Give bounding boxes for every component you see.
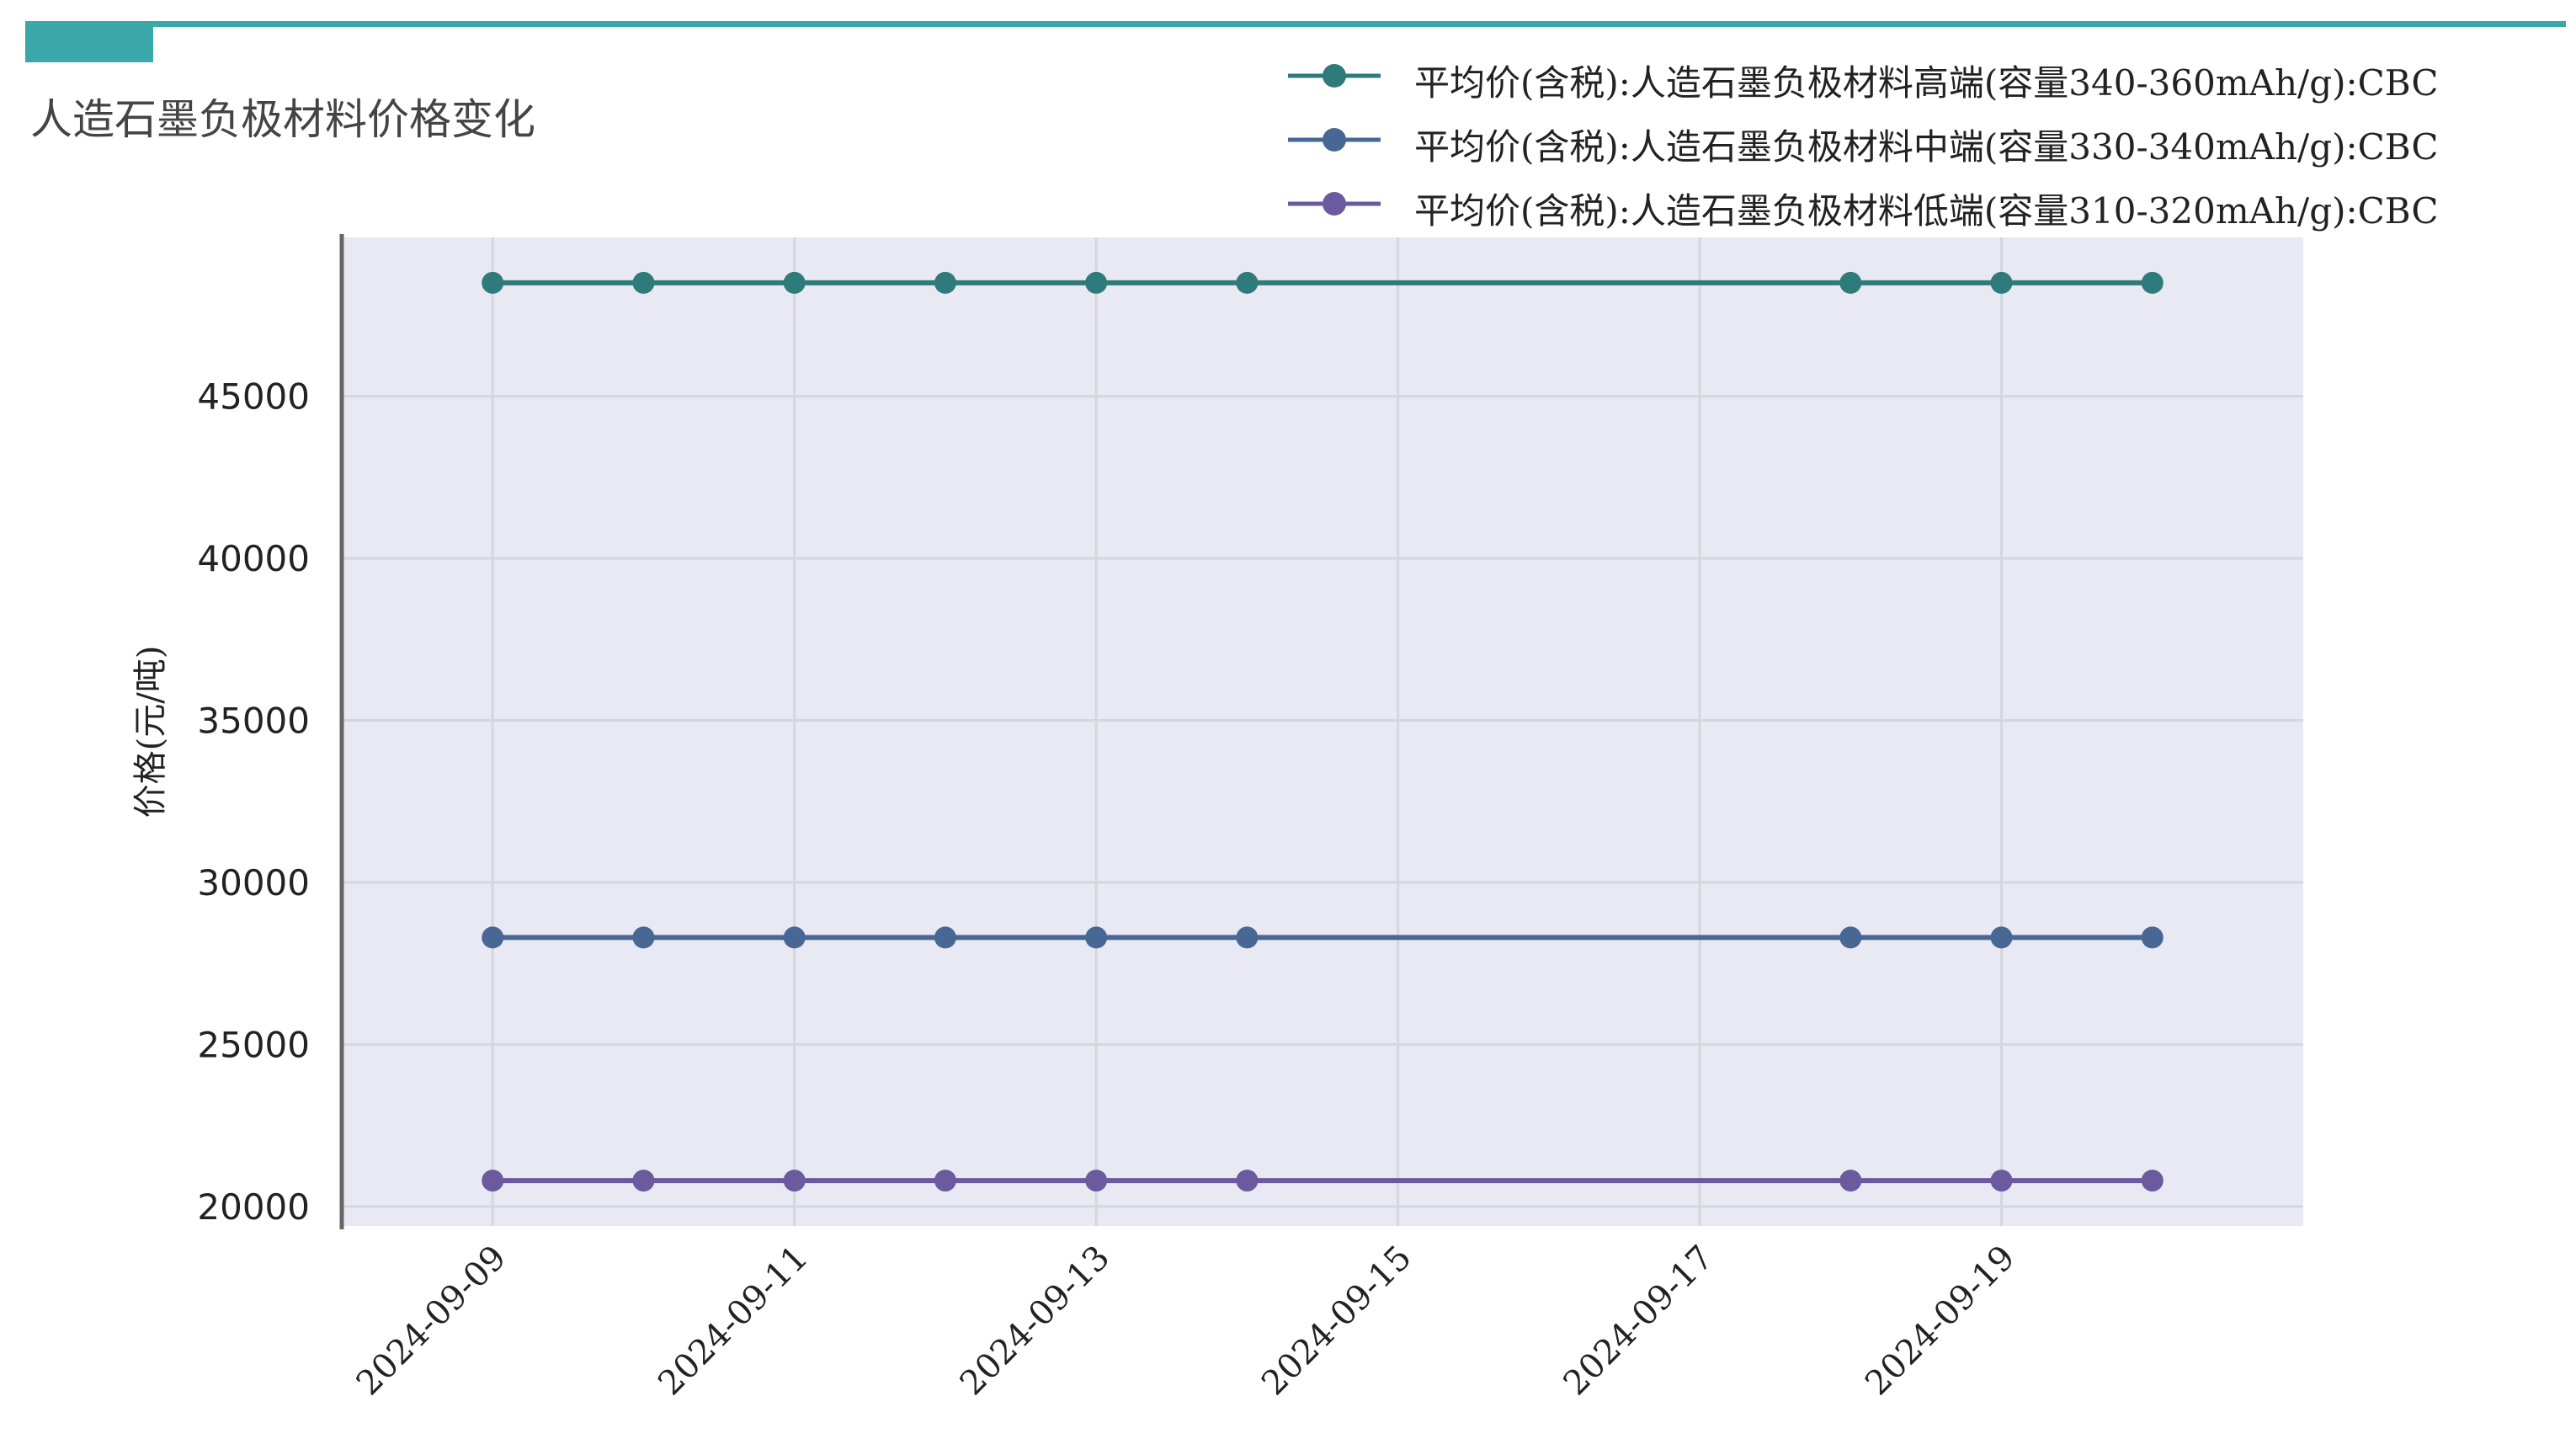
legend-swatch-low bbox=[1288, 192, 1381, 216]
x-tick-labels: 2024-09-09 2024-09-11 2024-09-13 2024-09-15… bbox=[349, 1239, 2023, 1404]
x-tick-label: 2024-09-11 bbox=[651, 1239, 816, 1404]
x-tick-label: 2024-09-19 bbox=[1858, 1239, 2023, 1404]
data-point bbox=[2141, 1170, 2164, 1192]
data-point bbox=[2141, 271, 2164, 294]
x-tick-label: 2024-09-17 bbox=[1557, 1239, 1722, 1404]
legend-label-mid: 平均价(含税):人造石墨负极材料中端(容量330-340mAh/g):CBC bbox=[1414, 126, 2439, 168]
data-point bbox=[2141, 926, 2164, 949]
y-tick-labels: 20000 25000 30000 35000 40000 45000 bbox=[197, 376, 310, 1228]
x-tick-label: 2024-09-15 bbox=[1254, 1239, 1419, 1404]
plot-area bbox=[342, 237, 2303, 1226]
x-tick-label: 2024-09-13 bbox=[953, 1239, 1118, 1404]
legend-marker-low bbox=[1323, 192, 1346, 216]
legend-item-low: 平均价(含税):人造石墨负极材料低端(容量310-320mAh/g):CBC bbox=[1288, 179, 2551, 242]
data-point bbox=[482, 926, 504, 949]
data-point bbox=[632, 1170, 655, 1192]
data-point bbox=[934, 926, 956, 949]
series-group bbox=[482, 271, 2164, 1192]
data-point bbox=[632, 271, 655, 294]
legend-swatch-high bbox=[1288, 64, 1381, 88]
y-tick-label: 20000 bbox=[197, 1186, 310, 1228]
data-point bbox=[1839, 271, 1862, 294]
legend-marker-high bbox=[1323, 64, 1346, 88]
data-point bbox=[1236, 1170, 1259, 1192]
y-axis-label: 价格(元/吨) bbox=[131, 646, 170, 818]
data-point bbox=[783, 1170, 806, 1192]
legend-label-low: 平均价(含税):人造石墨负极材料低端(容量310-320mAh/g):CBC bbox=[1414, 190, 2439, 232]
header-accent-line bbox=[25, 21, 2566, 27]
data-point bbox=[1839, 926, 1862, 949]
grid-lines bbox=[342, 237, 2303, 1226]
series-mid bbox=[482, 926, 2164, 949]
data-point bbox=[1236, 926, 1259, 949]
data-point bbox=[783, 271, 806, 294]
data-point bbox=[783, 926, 806, 949]
data-point bbox=[1839, 1170, 1862, 1192]
data-point bbox=[1990, 926, 2013, 949]
series-high bbox=[482, 271, 2164, 294]
legend-marker-mid bbox=[1323, 128, 1346, 152]
chart-legend: 平均价(含税):人造石墨负极材料高端(容量340-360mAh/g):CBC 平… bbox=[1288, 51, 2551, 242]
chart-title: 人造石墨负极材料价格变化 bbox=[30, 95, 535, 144]
legend-item-high: 平均价(含税):人造石墨负极材料高端(容量340-360mAh/g):CBC bbox=[1288, 51, 2551, 115]
header-accent-block bbox=[25, 21, 153, 62]
plot-background bbox=[342, 237, 2303, 1226]
y-tick-label: 45000 bbox=[197, 376, 310, 418]
data-point bbox=[1085, 926, 1108, 949]
x-tick-label: 2024-09-09 bbox=[349, 1239, 514, 1404]
y-tick-label: 40000 bbox=[197, 538, 310, 579]
y-tick-label: 35000 bbox=[197, 701, 310, 742]
data-point bbox=[1085, 271, 1108, 294]
series-low bbox=[482, 1170, 2164, 1192]
y-tick-label: 30000 bbox=[197, 862, 310, 903]
data-point bbox=[1990, 271, 2013, 294]
data-point bbox=[482, 1170, 504, 1192]
data-point bbox=[632, 926, 655, 949]
data-point bbox=[482, 271, 504, 294]
legend-label-high: 平均价(含税):人造石墨负极材料高端(容量340-360mAh/g):CBC bbox=[1414, 62, 2439, 104]
data-point bbox=[1236, 271, 1259, 294]
data-point bbox=[934, 1170, 956, 1192]
y-tick-label: 25000 bbox=[197, 1024, 310, 1065]
legend-swatch-mid bbox=[1288, 128, 1381, 152]
data-point bbox=[1990, 1170, 2013, 1192]
legend-item-mid: 平均价(含税):人造石墨负极材料中端(容量330-340mAh/g):CBC bbox=[1288, 115, 2551, 179]
data-point bbox=[1085, 1170, 1108, 1192]
data-point bbox=[934, 271, 956, 294]
